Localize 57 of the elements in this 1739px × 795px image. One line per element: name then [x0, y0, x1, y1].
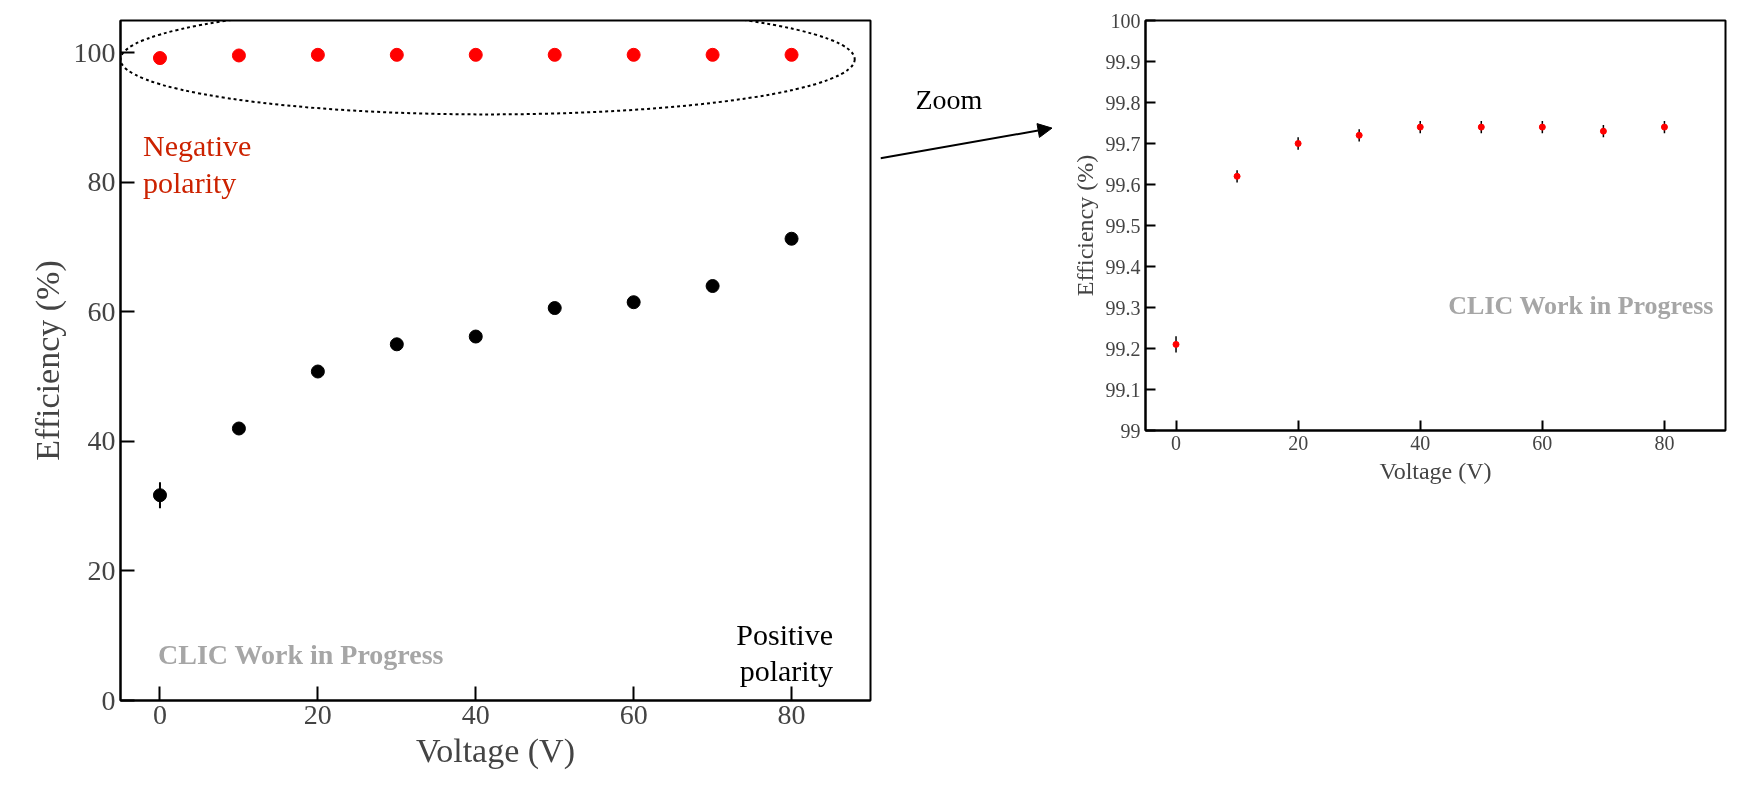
x-tick-label: 40	[1410, 431, 1431, 454]
y-tick-label: 99.3	[1105, 296, 1141, 319]
point	[231, 421, 246, 436]
x-axis-title: Voltage (V)	[1379, 457, 1492, 484]
x-tick-label: 20	[1288, 431, 1309, 454]
y-tick-label: 20	[87, 554, 116, 586]
x-tick-label: 20	[303, 698, 332, 730]
point	[468, 47, 483, 62]
point	[468, 329, 483, 344]
x-tick-label: 40	[461, 698, 490, 730]
point	[626, 47, 641, 62]
y-tick-label: 99.6	[1105, 173, 1141, 196]
y-tick-label: 99.5	[1105, 214, 1141, 237]
point	[310, 364, 325, 379]
y-tick-label: 99.1	[1105, 378, 1141, 401]
y-tick-label: 99.9	[1105, 50, 1141, 73]
point	[231, 48, 246, 63]
x-tick-label: 60	[1532, 431, 1553, 454]
point	[1233, 172, 1241, 180]
point	[784, 231, 799, 246]
point	[310, 47, 325, 62]
x-tick-label: 80	[1654, 431, 1675, 454]
x-axis-title: Voltage (V)	[416, 731, 575, 770]
x-tick-label: 0	[152, 698, 167, 730]
point	[626, 295, 641, 310]
text: Zoom	[915, 84, 983, 116]
point	[1355, 131, 1363, 139]
y-tick-label: 80	[87, 166, 116, 198]
text: Negative polarity	[143, 129, 252, 199]
point	[389, 47, 404, 62]
point	[705, 47, 720, 62]
point	[389, 337, 404, 352]
point	[1294, 140, 1302, 147]
y-tick-label: 99.8	[1105, 91, 1141, 114]
y-tick-label: 99.2	[1105, 337, 1141, 360]
text: Positive polarity	[736, 617, 834, 687]
point	[152, 51, 167, 66]
annotation: CLIC Work in Progress	[158, 638, 444, 670]
y-axis-title: Efficiency (%)	[28, 260, 67, 461]
point	[705, 279, 720, 294]
y-tick-label: 99.4	[1105, 255, 1141, 278]
y-tick-label: 99.7	[1105, 132, 1141, 155]
y-tick-label: 99	[1120, 419, 1141, 442]
x-tick-label: 0	[1171, 431, 1182, 454]
y-tick-label: 100	[73, 36, 116, 68]
point	[547, 47, 562, 62]
y-tick-label: 60	[87, 295, 116, 327]
x-tick-label: 60	[619, 698, 648, 730]
point	[784, 47, 799, 62]
y-tick-label: 100	[1110, 9, 1141, 32]
point	[1599, 127, 1607, 135]
point	[547, 301, 562, 316]
y-axis-title: Efficiency (%)	[1071, 154, 1098, 297]
annotation: CLIC Work in Progress	[1448, 290, 1714, 320]
x-tick-label: 80	[777, 698, 806, 730]
point	[152, 488, 167, 503]
point	[1172, 340, 1180, 348]
